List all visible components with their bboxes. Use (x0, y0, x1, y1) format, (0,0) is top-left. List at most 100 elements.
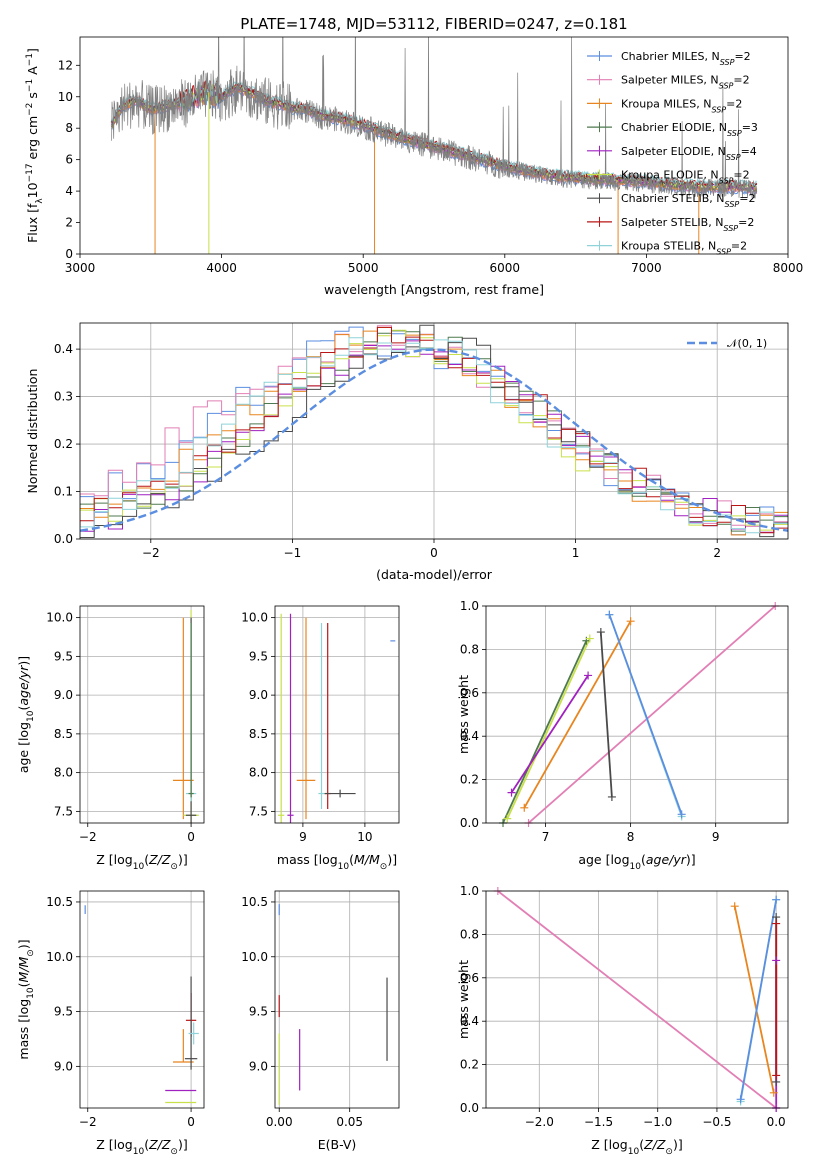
legend-label-part: SSP (723, 223, 738, 232)
age_vs_z-xtick-label-1: 0 (187, 830, 195, 844)
residuals-ytick-label-2: 0.2 (54, 437, 73, 451)
age_vs_z-ytick-label-5: 10.0 (46, 611, 73, 625)
legend-label-part: SSP (726, 152, 741, 161)
mass_vs_z-xlabel-part: Z [log (96, 1137, 132, 1152)
weight_vs_age-ytick-label-3: 0.6 (460, 686, 479, 700)
weight_vs_age-xtick-label-0: 7 (542, 830, 550, 844)
mass_vs_z-ytick-label-2: 10.0 (46, 950, 73, 964)
age_vs_z-ylabel-part: ( (16, 706, 31, 711)
mass_vs_ebv-ytick-label-1: 9.5 (249, 1005, 268, 1019)
spectrum-xtick-label-3: 6000 (490, 261, 521, 275)
age_vs_mass-xlabel-part: ( (349, 852, 354, 867)
residuals-xlabel: (data-model)/error (376, 567, 493, 582)
legend-label-part: =2 (738, 216, 754, 229)
age_vs_mass-xlabel-part: 10 (338, 862, 350, 872)
spectrum-ytick-label-2: 4 (65, 184, 73, 198)
legend-label-part: Kroupa ELODIE, N (621, 169, 719, 182)
mass_vs_z-ylabel-part: )] (16, 939, 31, 949)
weight_vs_z-ytick-label-2: 0.4 (460, 1014, 479, 1028)
age_vs_mass-ytick-label-4: 9.5 (249, 649, 268, 663)
legend-label-part: =2 (739, 192, 755, 205)
legend-label-part: Salpeter ELODIE, N (621, 145, 726, 158)
weight_vs_z-ytick-label-1: 0.2 (460, 1058, 479, 1072)
weight_vs_age-xlabel: age [log10(age/yr)] (578, 852, 695, 872)
weight_vs_z-marker-1-1 (769, 1088, 778, 1097)
weight_vs_age-marker-5-1 (582, 636, 591, 645)
legend-label-part: SSP (716, 247, 731, 256)
legend-label-part: =2 (726, 97, 742, 110)
weight_vs_z-ylabel: mass weight (456, 960, 471, 1039)
age_vs_mass-xlabel-part: ⊙ (380, 862, 388, 872)
residuals-xtick-label-1: −1 (284, 546, 302, 560)
weight_vs_age-line-5 (502, 640, 588, 823)
residuals-legend-label: 𝒩(0, 1) (727, 337, 767, 350)
age_vs_mass-xlabel: mass [log10(M/M⊙)] (277, 852, 397, 872)
weight_vs_age-frame (485, 605, 789, 824)
weight_vs_z-xtick-label-1: −1.5 (584, 1115, 613, 1129)
weight_vs_age-xlabel-part: age/yr (646, 852, 687, 867)
weight_vs_z-xlabel-part: ⊙ (665, 1147, 673, 1157)
legend-label-part: SSP (711, 105, 726, 114)
legend-label-part: Salpeter STELIB, N (621, 216, 723, 229)
mass_vs_ebv-ytick-label-2: 10.0 (241, 950, 268, 964)
spectrum-ylabel-part: A (25, 66, 40, 79)
age_vs_z-ytick-label-4: 9.5 (54, 649, 73, 663)
age_vs_z-ylabel-part: )] (16, 656, 31, 666)
spectrum-ylabel-part: −2 (25, 103, 35, 116)
weight_vs_z-xtick-label-3: −0.5 (702, 1115, 731, 1129)
spectrum-ylabel-part: −1 (25, 79, 35, 92)
spectrum-legend-label-1: Salpeter MILES, NSSP=2 (621, 74, 750, 91)
spectrum-xtick-label-5: 8000 (773, 261, 804, 275)
mass_vs_z-ylabel-part: ( (16, 982, 31, 987)
residuals-ytick-label-1: 0.1 (54, 485, 73, 499)
spectrum-ylabel-part: 10 (25, 182, 40, 198)
age_vs_mass-ytick-label-2: 8.5 (249, 727, 268, 741)
residuals-plot-area (80, 324, 788, 539)
age_vs_z-ylabel-part: age [log (16, 722, 31, 773)
age_vs_mass-xlabel-part: M/M (354, 852, 380, 867)
spectrum-ylabel-part: Flux [f (25, 203, 40, 243)
weight_vs_age-marker-4-0 (605, 610, 614, 619)
age_vs_mass-xtick-label-0: 9 (299, 830, 307, 844)
weight_vs_z-ytick-label-5: 1.0 (460, 884, 479, 898)
spectrum-legend-label-8: Kroupa STELIB, NSSP=2 (621, 240, 747, 257)
weight_vs_z-ylabel-part: mass weight (456, 960, 471, 1039)
spectrum-ylabel-part: −17 (25, 163, 35, 182)
age_vs_mass-frame (274, 605, 400, 824)
weight_vs_age-xlabel-part: ( (641, 852, 646, 867)
weight_vs_z-ytick-label-3: 0.6 (460, 971, 479, 985)
weight_vs_age-xtick-label-1: 8 (627, 830, 635, 844)
mass_vs_z-frame (79, 890, 205, 1109)
weight_vs_z-xtick-label-2: −1.0 (643, 1115, 672, 1129)
residuals-xlabel-part: (data-model)/error (376, 567, 493, 582)
mass_vs_ebv-xtick-label-0: 0.00 (266, 1115, 293, 1129)
mass_vs_z-ylabel-part: M/M (16, 956, 31, 982)
weight_vs_age-marker-1-1 (626, 617, 635, 626)
legend-label-part: Salpeter MILES, N (621, 74, 719, 87)
weight_vs_age-xtick-label-2: 9 (712, 830, 720, 844)
spectrum-legend-label-3: Chabrier ELODIE, NSSP=3 (621, 121, 758, 138)
spectrum-ylabel-part: −1 (25, 53, 35, 66)
legend-label-part: SSP (725, 200, 740, 209)
mass_vs_ebv-xlabel: E(B-V) (318, 1137, 357, 1152)
weight_vs_age-line-0 (527, 606, 776, 823)
spectrum-ytick-label-4: 8 (65, 121, 73, 135)
weight_vs_age-ylabel-part: mass weight (456, 675, 471, 754)
mass_vs_z-xtick-label-1: 0 (187, 1115, 195, 1129)
legend-label-part: =2 (731, 240, 747, 253)
spectrum-ylabel-part: ] (25, 48, 40, 53)
weight_vs_z-xtick-label-0: −2.0 (525, 1115, 554, 1129)
residuals-ylabel: Normed distribution (25, 369, 40, 494)
weight_vs_age-marker-6-0 (503, 814, 512, 823)
weight_vs_age-marker-1-0 (520, 803, 529, 812)
weight_vs_age-ytick-label-1: 0.2 (460, 773, 479, 787)
mass_vs_ebv-xtick-label-1: 0.05 (336, 1115, 363, 1129)
residuals-xtick-label-0: −2 (142, 546, 160, 560)
legend-label-part: Kroupa MILES, N (621, 97, 711, 110)
age_vs_z-ytick-label-0: 7.5 (54, 804, 73, 818)
mass_vs_z-ylabel-part: mass [log (16, 999, 31, 1060)
residuals-panel: −2 −1 0 1 2 0.0 0.1 0.2 0.3 0.4 (data-model)/error… (25, 322, 789, 582)
spectrum-ytick-label-3: 6 (65, 153, 73, 167)
residuals-xtick-label-4: 2 (713, 546, 721, 560)
